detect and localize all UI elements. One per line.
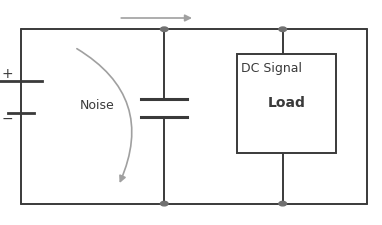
Circle shape (279, 27, 286, 32)
Circle shape (279, 201, 286, 206)
Text: DC Signal: DC Signal (241, 62, 302, 75)
Circle shape (160, 201, 168, 206)
Circle shape (160, 27, 168, 32)
Text: Load: Load (267, 97, 306, 110)
Text: +: + (2, 67, 13, 81)
Text: Noise: Noise (80, 99, 115, 112)
Bar (237, 54, 336, 153)
Text: −: − (2, 112, 13, 126)
